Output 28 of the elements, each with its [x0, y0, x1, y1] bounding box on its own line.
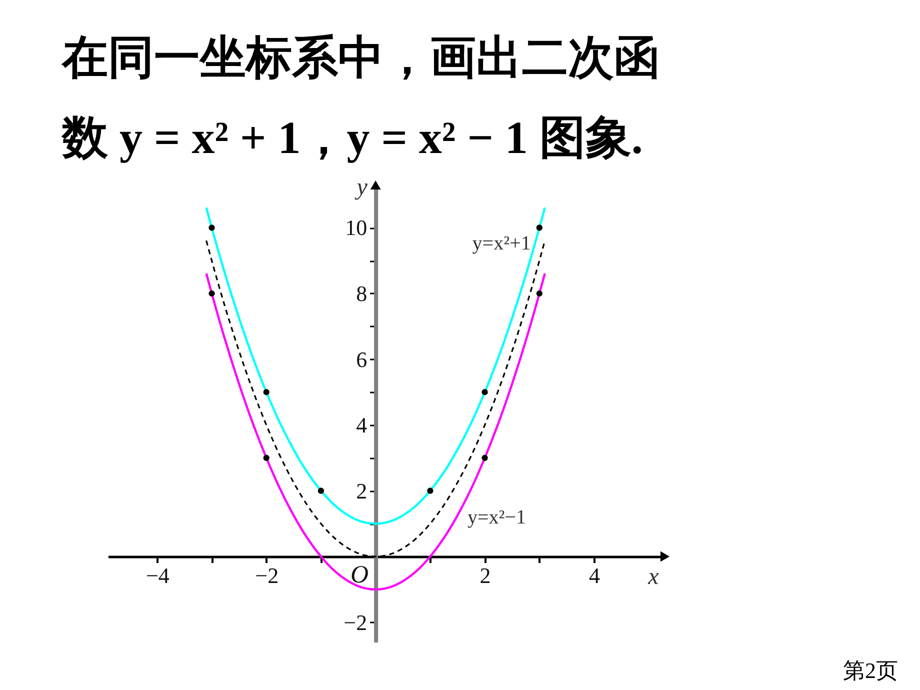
point	[536, 290, 542, 297]
y-tick-label: −2	[344, 610, 368, 635]
series-label: y=x²−1	[467, 506, 526, 528]
point	[208, 224, 215, 231]
point	[318, 488, 324, 494]
text: 第2页	[843, 657, 898, 685]
chart-title: 在同一坐标系中，画出二次函数 y = x² + 1，y = x² − 1 图象.	[62, 32, 660, 163]
point	[427, 488, 434, 494]
y-tick-label: 10	[345, 215, 368, 240]
x-tick-label: −4	[146, 563, 170, 588]
point	[263, 389, 270, 396]
y-tick-label: 8	[356, 280, 368, 306]
x-tick-label: 4	[589, 563, 600, 588]
y-axis-title: y	[354, 174, 368, 200]
y-tick-label: 4	[356, 412, 368, 438]
line-series	[205, 272, 546, 590]
point	[482, 389, 488, 396]
x-tick-label: −2	[255, 563, 279, 588]
x-axis-title: x	[647, 564, 660, 590]
point	[208, 290, 215, 297]
series-label: y=x²+1	[472, 232, 531, 255]
point	[482, 454, 488, 461]
point	[536, 224, 542, 231]
annotation: O	[350, 562, 369, 589]
x-tick-label: 2	[480, 563, 491, 588]
y-tick-label: 2	[356, 478, 368, 504]
point	[263, 454, 270, 461]
y-tick-label: 6	[356, 346, 368, 372]
